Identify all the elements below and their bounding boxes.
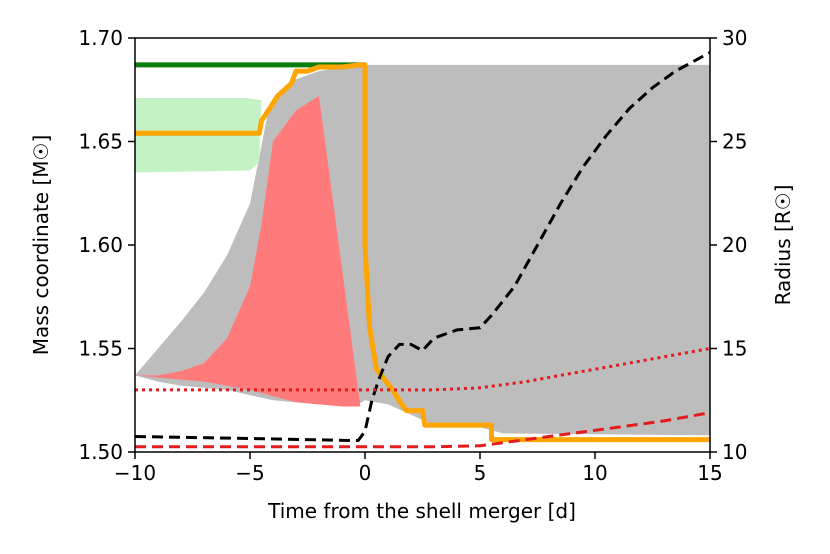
x-tick-label: 15	[697, 461, 722, 485]
series-line-orange-solid-1	[135, 62, 710, 443]
x-axis-label: Time from the shell merger [d]	[267, 499, 576, 523]
region-red-region-1	[135, 96, 361, 407]
y-tick-label-left: 1.70	[78, 26, 123, 50]
y-axis-label-right: Radius [R☉]	[771, 185, 795, 306]
x-tick-label: 10	[582, 461, 607, 485]
x-tick-label: 0	[359, 461, 372, 485]
series-line-red-dashed-3	[135, 411, 710, 449]
y-axis-label-left: Mass coordinate [M☉]	[29, 135, 53, 356]
y-tick-label-left: 1.65	[78, 130, 123, 154]
y-tick-label-right: 15	[722, 337, 747, 361]
regions-layer	[135, 64, 710, 436]
y-ticks-right: 10 15 20 25 30	[710, 26, 747, 464]
y-tick-label-right: 10	[722, 440, 747, 464]
y-tick-label-left: 1.60	[78, 233, 123, 257]
y-tick-label-right: 20	[722, 233, 747, 257]
x-tick-label: −10	[114, 461, 156, 485]
y-tick-label-right: 25	[722, 130, 747, 154]
y-tick-label-left: 1.55	[78, 337, 123, 361]
y-ticks-left: 1.50 1.55 1.60 1.65 1.70	[78, 26, 135, 464]
x-ticks: −10 −5 0 5 10 15	[114, 452, 723, 485]
x-tick-label: −5	[235, 461, 264, 485]
y-tick-label-right: 30	[722, 26, 747, 50]
y-tick-label-left: 1.50	[78, 440, 123, 464]
x-tick-label: 5	[474, 461, 487, 485]
series-line-black-dashed-2	[135, 51, 710, 443]
lines-layer	[135, 51, 710, 449]
